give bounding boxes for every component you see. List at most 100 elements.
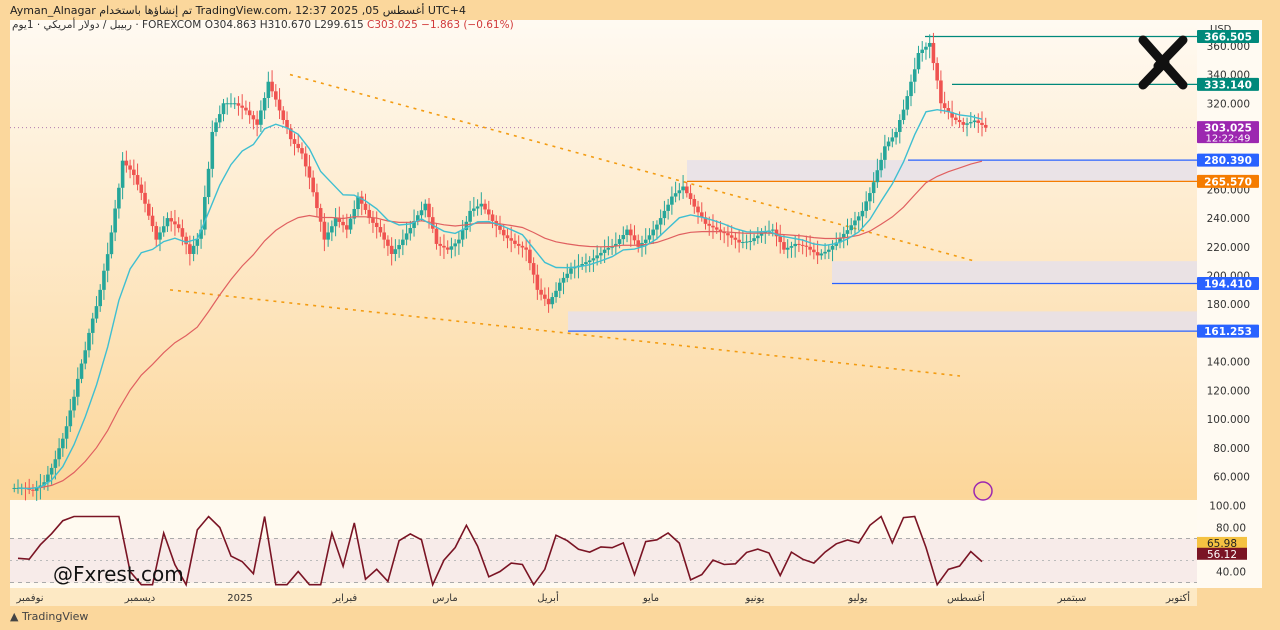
- candle-body: [756, 235, 760, 239]
- candle-body: [128, 165, 132, 170]
- candle-body: [315, 192, 319, 209]
- candle-body: [442, 245, 446, 248]
- candle-body: [307, 166, 312, 178]
- x-tick-label: مايو: [642, 593, 659, 604]
- candle-body: [849, 225, 854, 231]
- candle-body: [401, 239, 405, 246]
- candle-body: [883, 146, 887, 160]
- close-value: C303.025: [367, 19, 418, 31]
- x-tick-label: أبريل: [537, 591, 559, 604]
- candle-body: [897, 120, 902, 132]
- candle-body: [875, 170, 880, 183]
- candle-body: [146, 203, 151, 216]
- price-tag-timer: 12:22:49: [1206, 134, 1251, 145]
- candle-body: [240, 105, 244, 108]
- candle-body: [535, 274, 540, 290]
- candle-body: [404, 233, 409, 240]
- candle-body: [557, 282, 562, 291]
- candle-body: [135, 175, 140, 185]
- candle-body: [543, 294, 547, 299]
- candle-body: [516, 243, 521, 246]
- candle-body: [397, 245, 401, 250]
- candle-body: [266, 81, 271, 98]
- candle-body: [726, 233, 730, 236]
- candle-body: [423, 203, 428, 211]
- candle-body: [939, 80, 943, 104]
- chart-caption: Ayman_Alnagar تم إنشاؤها باستخدام Tradin…: [0, 0, 1280, 20]
- candle-body: [232, 103, 237, 105]
- candle-body: [625, 229, 629, 235]
- y-tick-label: 60.000: [1213, 471, 1250, 483]
- candle-body: [976, 120, 981, 123]
- candle-body: [251, 115, 256, 120]
- candle-body: [90, 318, 95, 333]
- candle-body: [259, 110, 263, 125]
- candle-body: [688, 193, 693, 200]
- candle-body: [561, 277, 566, 283]
- candle-body: [236, 103, 241, 106]
- candle-body: [300, 148, 304, 154]
- candle-body: [677, 190, 682, 194]
- candle-body: [468, 210, 472, 222]
- candle-body: [827, 249, 831, 252]
- price-tag-box: [1197, 174, 1259, 188]
- candle-body: [733, 237, 738, 240]
- candle-body: [27, 488, 32, 490]
- x-tick-label: نوفمبر: [15, 593, 43, 604]
- y-tick-label: 240.000: [1207, 213, 1250, 225]
- candle-body: [102, 270, 106, 290]
- candle-body: [778, 236, 783, 243]
- candle-body: [879, 159, 883, 171]
- candle-body: [968, 122, 973, 124]
- candle-body: [322, 221, 327, 240]
- candle-body: [49, 467, 54, 475]
- price-tag-box: [1197, 121, 1259, 144]
- price-tag-label: 265.570: [1204, 176, 1252, 188]
- rsi-ma-label: 56.12: [1207, 549, 1237, 561]
- candle-body: [464, 221, 469, 231]
- candle-body: [554, 290, 558, 298]
- candle-body: [505, 235, 510, 239]
- rsi-line: [17, 515, 983, 588]
- candle-body: [584, 262, 588, 265]
- candle-body: [729, 235, 734, 238]
- candle-body: [595, 255, 599, 259]
- lightning-icon: [973, 481, 993, 501]
- candle-body: [587, 260, 592, 263]
- candle-body: [124, 160, 129, 166]
- candle-body: [942, 103, 947, 109]
- candle-body: [165, 218, 170, 227]
- candle-body: [87, 332, 91, 351]
- x-tick-label: يوليو: [847, 593, 867, 604]
- candle-body: [528, 249, 532, 264]
- candle-body: [853, 220, 857, 226]
- candle-body: [909, 81, 913, 97]
- brand-logo-icon: [1138, 35, 1188, 90]
- candle-body: [524, 247, 528, 250]
- candle-body: [188, 244, 192, 254]
- candle-body: [752, 238, 756, 242]
- candle-body: [303, 153, 308, 167]
- candle-body: [330, 226, 334, 233]
- candle-body: [352, 209, 357, 219]
- candle-body: [449, 246, 454, 250]
- y-tick-label: 220.000: [1207, 242, 1250, 254]
- candle-body: [479, 203, 484, 207]
- candle-body: [277, 99, 282, 111]
- candle-body: [105, 254, 110, 271]
- candle-body: [954, 117, 958, 121]
- candle-body: [64, 426, 69, 439]
- price-tag-label: 194.410: [1204, 279, 1252, 291]
- candle-body: [703, 217, 708, 224]
- candle-body: [199, 229, 203, 239]
- candle-body: [367, 209, 372, 219]
- candle-body: [393, 249, 398, 254]
- price-tag-label: 280.390: [1204, 155, 1252, 167]
- candle-body: [359, 196, 364, 204]
- open-value: O304.863: [204, 19, 257, 31]
- candle-body: [12, 487, 17, 489]
- candle-body: [176, 224, 181, 229]
- candle-body: [819, 253, 824, 256]
- symbol-label: ربيبل / دولار أمريكي · 1يوم · FOREXCOM: [12, 19, 202, 31]
